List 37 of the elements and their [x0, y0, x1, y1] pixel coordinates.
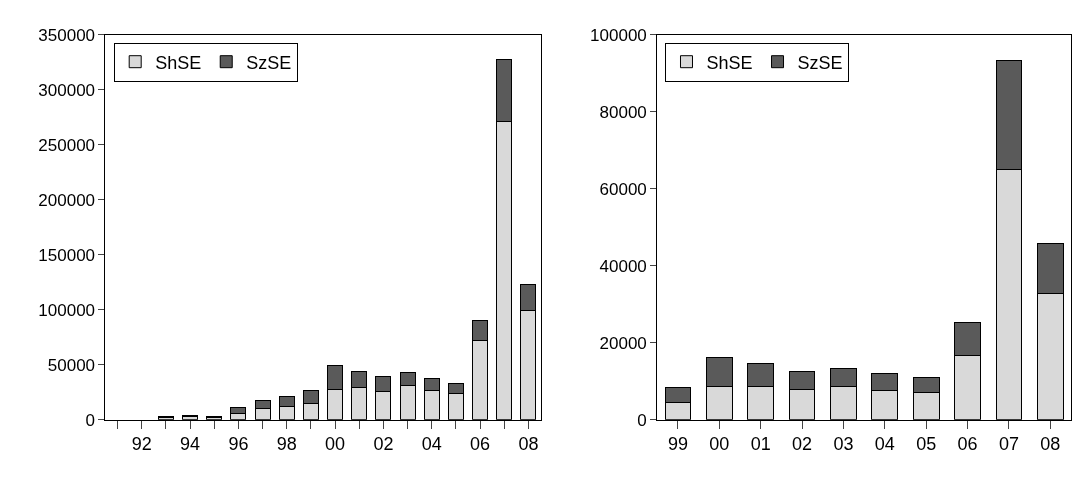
- y-tick-label: 0: [637, 410, 647, 430]
- x-tick-label: 02: [373, 434, 394, 455]
- legend-label: ShSE: [706, 52, 753, 73]
- x-tick-label: 96: [228, 434, 249, 455]
- y-tick-label: 200000: [38, 190, 96, 210]
- legend-label: SzSE: [246, 52, 292, 73]
- x-tick-label: 94: [180, 434, 201, 455]
- x-tick-label: 92: [131, 434, 152, 455]
- x-tick-label: 06: [957, 434, 978, 455]
- x-tick-label: 98: [276, 434, 297, 455]
- y-tick-label: 60000: [599, 179, 647, 199]
- x-tick-label: 08: [518, 434, 539, 455]
- x-tick-label: 04: [874, 434, 895, 455]
- x-tick-label: 00: [325, 434, 346, 455]
- x-tick-label: 02: [792, 434, 813, 455]
- y-tick-label: 80000: [599, 102, 647, 122]
- y-tick-label: 100000: [38, 300, 96, 320]
- x-tick-label: 07: [998, 434, 1019, 455]
- y-tick-label: 150000: [38, 245, 96, 265]
- x-tick-label: 06: [470, 434, 491, 455]
- legend-label: SzSE: [797, 52, 843, 73]
- y-tick-label: 300000: [38, 80, 96, 100]
- y-tick-label: 20000: [599, 333, 647, 353]
- y-tick-label: 0: [85, 410, 96, 430]
- x-tick-label: 05: [916, 434, 937, 455]
- y-tick-label: 100000: [590, 25, 647, 45]
- legend-label: ShSE: [155, 52, 202, 73]
- y-tick-label: 50000: [47, 355, 96, 375]
- x-tick-label: 04: [421, 434, 442, 455]
- y-tick-label: 350000: [38, 25, 96, 45]
- y-tick-label: 40000: [599, 256, 647, 276]
- x-tick-label: 08: [1040, 434, 1061, 455]
- x-tick-label: 00: [709, 434, 730, 455]
- x-tick-label: 99: [667, 434, 688, 455]
- x-tick-label: 03: [833, 434, 854, 455]
- x-tick-label: 01: [750, 434, 771, 455]
- y-tick-label: 250000: [38, 135, 96, 155]
